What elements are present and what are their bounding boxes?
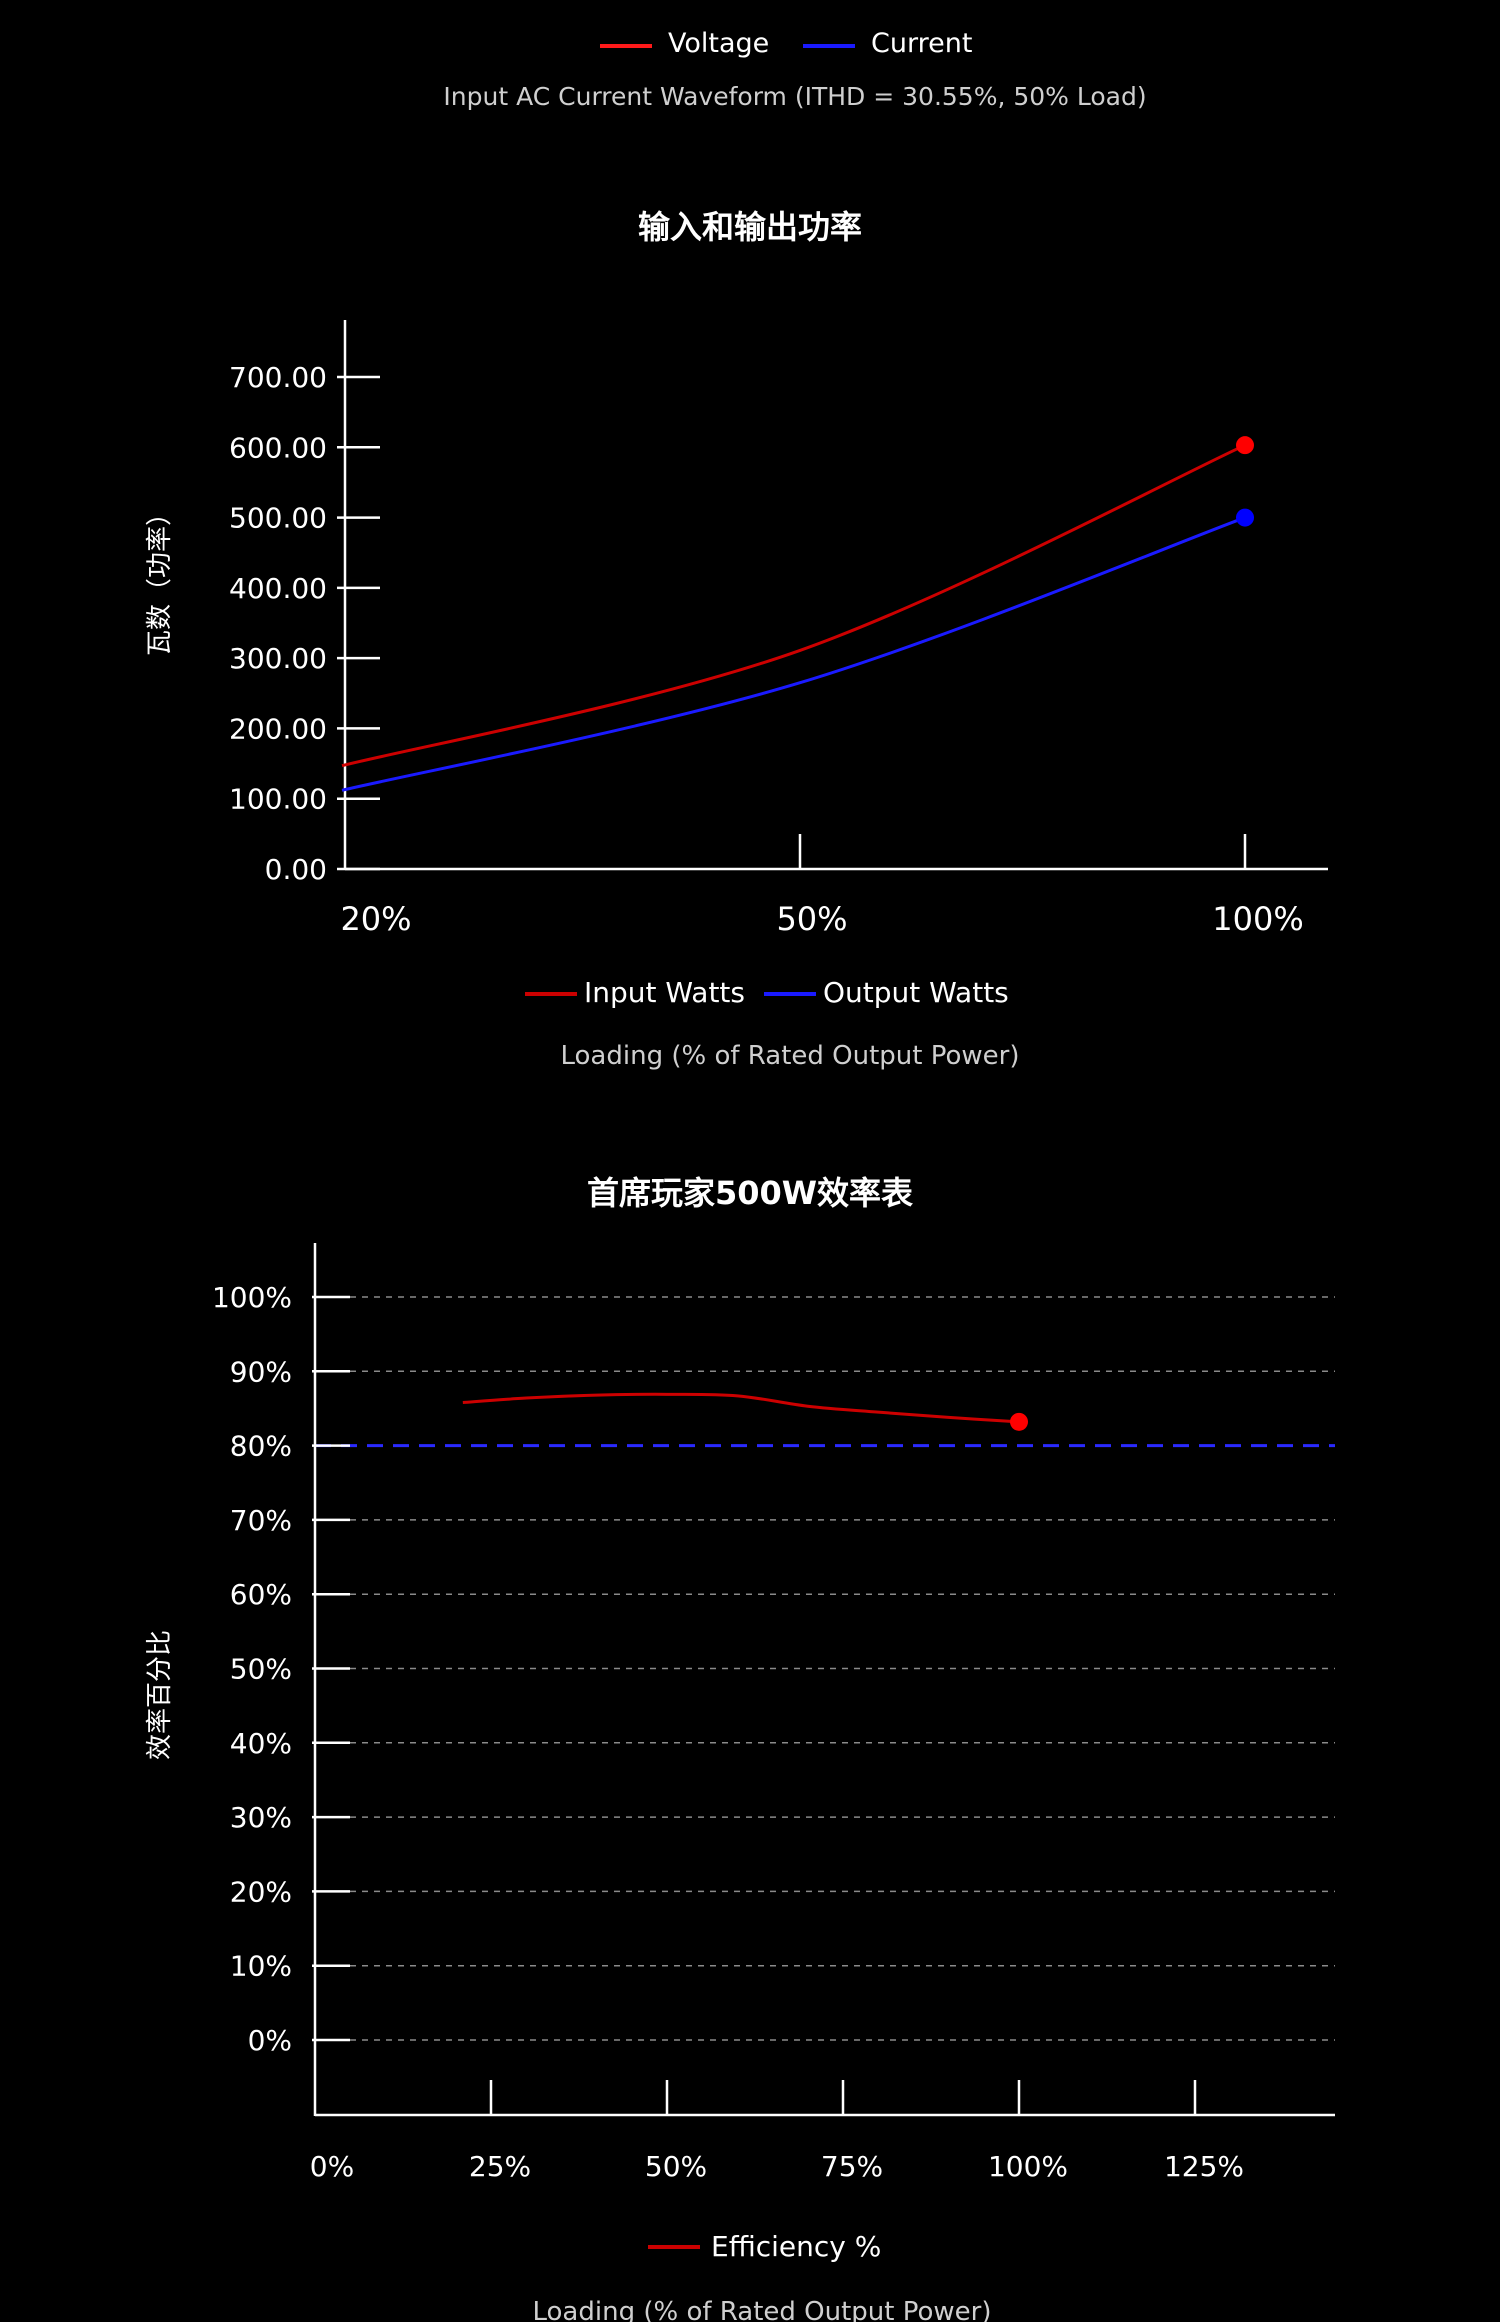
series-end-marker	[1010, 1412, 1028, 1431]
x-tick-label: 50%	[645, 2150, 707, 2183]
power-chart-title: 输入和输出功率	[638, 208, 862, 246]
x-tick-label: 100%	[1212, 900, 1303, 938]
input-watts-legend-label: Input Watts	[584, 976, 745, 1009]
y-tick-label: 10%	[230, 1950, 292, 1983]
y-tick-label: 90%	[230, 1355, 292, 1388]
y-tick-label: 700.00	[229, 361, 327, 394]
y-tick-label: 70%	[230, 1504, 292, 1537]
voltage-legend-label: Voltage	[668, 28, 769, 59]
y-tick-label: 50%	[230, 1653, 292, 1686]
efficiency-chart-grid	[350, 1296, 1335, 2041]
y-tick-label: 100.00	[229, 783, 327, 816]
top-legend: Voltage Current Input AC Current Wavefor…	[443, 28, 1146, 111]
y-tick-label: 0.00	[265, 853, 327, 886]
power-chart-series	[341, 436, 1254, 792]
series-line-input-watts	[341, 443, 1246, 768]
power-chart: 输入和输出功率 瓦数（功率） 0.00 100.00 200.00 300.00 400…	[145, 208, 1328, 1071]
power-chart-x-ticks: 20% 50% 100%	[340, 834, 1304, 938]
x-tick-label: 100%	[988, 2150, 1068, 2183]
x-tick-label: 0%	[310, 2150, 354, 2183]
efficiency-legend-label: Efficiency %	[711, 2230, 881, 2263]
y-tick-label: 80%	[230, 1430, 292, 1463]
current-legend-label: Current	[871, 28, 972, 59]
y-tick-label: 200.00	[229, 712, 327, 745]
efficiency-chart-xlabel: Loading (% of Rated Output Power)	[533, 2297, 992, 2322]
y-tick-label: 300.00	[229, 642, 327, 675]
series-end-marker	[1236, 436, 1254, 455]
y-tick-label: 30%	[230, 1801, 292, 1834]
efficiency-chart-series	[462, 1392, 1028, 1431]
y-tick-label: 0%	[248, 2024, 292, 2057]
power-chart-xlabel: Loading (% of Rated Output Power)	[561, 1041, 1020, 1071]
efficiency-chart-legend: Efficiency %	[648, 2230, 881, 2263]
x-tick-label: 50%	[776, 900, 847, 938]
y-tick-label: 20%	[230, 1875, 292, 1908]
y-tick-label: 500.00	[229, 502, 327, 535]
series-end-marker	[1236, 508, 1254, 527]
output-watts-legend-label: Output Watts	[823, 976, 1009, 1009]
efficiency-chart-x-ticks: 0% 25% 50% 75% 100% 125%	[310, 2080, 1244, 2183]
series-line-efficiency	[462, 1392, 1020, 1424]
power-chart-ylabel: 瓦数（功率）	[145, 500, 175, 656]
y-tick-label: 100%	[212, 1281, 292, 1314]
y-tick-label: 400.00	[229, 572, 327, 605]
x-tick-label: 75%	[821, 2150, 883, 2183]
x-tick-label: 25%	[469, 2150, 531, 2183]
y-tick-label: 600.00	[229, 431, 327, 464]
power-chart-y-ticks: 0.00 100.00 200.00 300.00 400.00 500.00 600.00…	[229, 361, 380, 886]
y-tick-label: 40%	[230, 1727, 292, 1760]
power-chart-legend: Input Watts Output Watts	[525, 976, 1009, 1009]
x-tick-label: 20%	[340, 900, 411, 938]
efficiency-chart-title: 首席玩家500W效率表	[587, 1174, 913, 1212]
x-tick-label: 125%	[1164, 2150, 1244, 2183]
efficiency-chart: 首席玩家500W效率表 效率百分比 0% 10% 20% 30% 40% 50% 60% 70…	[145, 1174, 1335, 2322]
y-tick-label: 60%	[230, 1578, 292, 1611]
waveform-caption: Input AC Current Waveform (ITHD = 30.55%…	[443, 82, 1146, 111]
efficiency-chart-y-ticks: 0% 10% 20% 30% 40% 50% 60% 70% 80% 90% 100%	[212, 1281, 350, 2057]
efficiency-chart-ylabel: 效率百分比	[145, 1630, 175, 1760]
series-line-output-watts	[341, 516, 1246, 792]
